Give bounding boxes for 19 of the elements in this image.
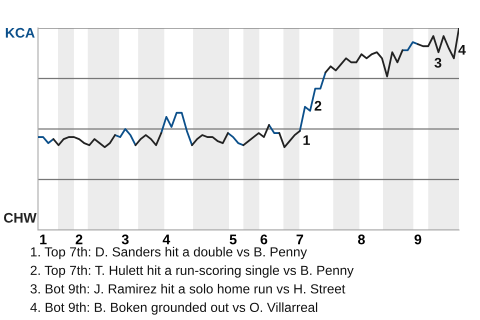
x-tick-label: 7 xyxy=(296,234,304,244)
text: 1. Top 7th: D. Sanders hit a double vs B. Penny xyxy=(31,246,307,260)
x-tick-label: 8 xyxy=(358,234,365,244)
annotation: 1 xyxy=(303,135,310,145)
x-tick-label: 5 xyxy=(230,234,237,244)
x-tick-label: 9 xyxy=(414,234,422,244)
text: CHW xyxy=(4,212,37,223)
text: 2. Top 7th: T. Hulett hit a run-scoring single vs B. Penny xyxy=(30,265,354,278)
x-tick-label: 3 xyxy=(122,234,129,244)
x-tick-label: 2 xyxy=(76,234,82,244)
annotation: 2 xyxy=(314,100,322,111)
x-tick-label: 4 xyxy=(162,234,170,244)
text: KCA xyxy=(6,28,35,38)
x-tick-label: 1 xyxy=(40,234,47,244)
text: 3. Bot 9th: J. Ramirez hit a solo home run vs H. Street xyxy=(30,284,346,294)
annotation: 3 xyxy=(434,58,442,68)
text: 4. Bot 9th: B. Boken grounded out vs O. Villarreal xyxy=(30,302,318,315)
x-tick-label: 6 xyxy=(260,234,268,244)
annotation: 4 xyxy=(458,45,466,55)
